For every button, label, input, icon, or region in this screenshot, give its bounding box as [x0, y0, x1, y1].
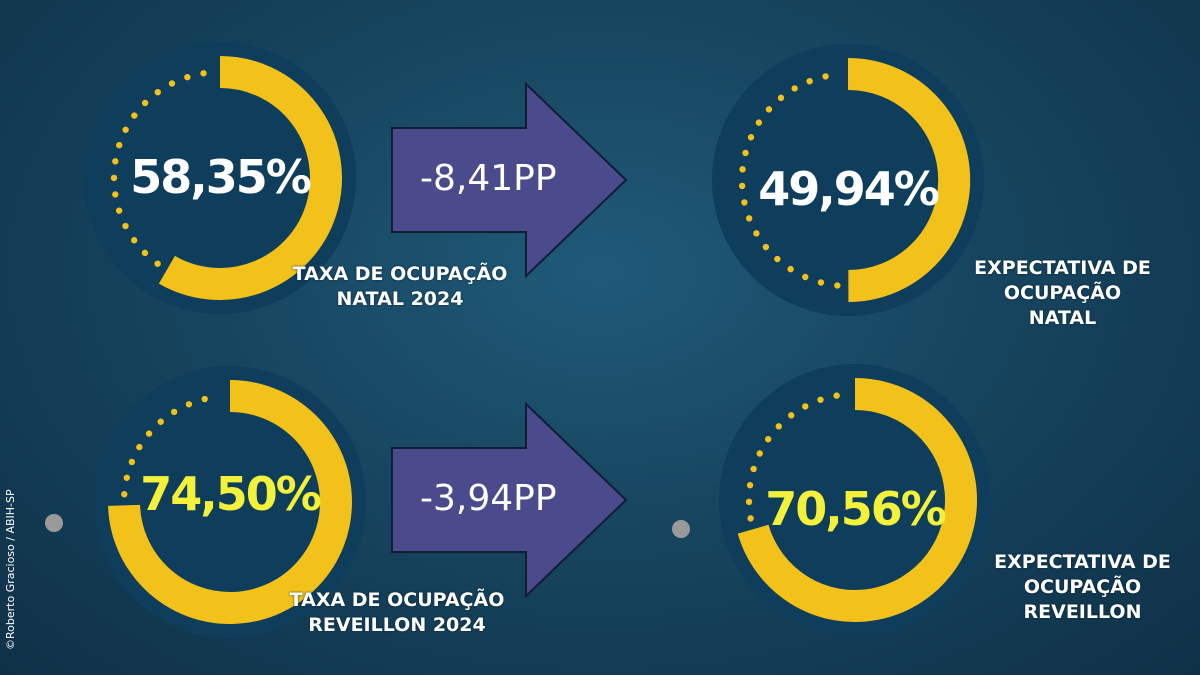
gauge-dot: [747, 515, 754, 522]
caption-line: NATAL: [1028, 307, 1097, 329]
gauge-reveillon-2024: 74,50%: [90, 362, 370, 642]
caption-line: REVEILLON 2024: [308, 614, 486, 636]
caption-line: TAXA DE OCUPAÇÃO: [289, 589, 505, 611]
gauge-dot: [742, 149, 749, 157]
gauge-dot: [122, 126, 129, 133]
gauge-dot: [128, 458, 136, 466]
caption-line: TAXA DE OCUPAÇÃO: [292, 263, 508, 285]
gauge-value: 74,50%: [140, 467, 322, 521]
caption-reveillon-2024: TAXA DE OCUPAÇÃO REVEILLON 2024: [252, 588, 542, 638]
gauge-dot: [753, 230, 760, 237]
gauge-dot: [154, 88, 161, 96]
gauge-dot: [775, 423, 782, 430]
caption-natal-expectativa: EXPECTATIVA DE OCUPAÇÃO NATAL: [950, 256, 1175, 331]
gauge-dot: [834, 282, 841, 289]
gauge-dot: [145, 430, 153, 437]
gauge-ring: [94, 366, 366, 638]
gauge-dot: [817, 279, 825, 286]
gauge-dot: [116, 141, 123, 149]
caption-reveillon-expectativa: EXPECTATIVA DE OCUPAÇÃO REVEILLON: [970, 550, 1195, 625]
gauge-dot: [122, 222, 129, 230]
gauge-ring: [712, 44, 984, 316]
gauge-dot: [154, 260, 161, 267]
gauge-dot: [131, 112, 138, 119]
gauge-dot: [746, 482, 754, 489]
delta-arrow-reveillon: -3,94PP: [390, 401, 630, 599]
gauge-dot: [115, 207, 123, 214]
gauge-dot: [130, 237, 138, 244]
gauge-dot: [802, 273, 809, 281]
gauge-dot: [747, 134, 755, 141]
gauge-dot: [184, 73, 191, 81]
gauge-dot: [739, 166, 746, 173]
gauge-dot: [765, 106, 773, 113]
gauge-dot: [745, 498, 753, 506]
gauge-dot: [141, 249, 149, 257]
gauge-natal-2024: 58,35%: [80, 38, 360, 318]
gauge-dot: [791, 85, 798, 92]
gauge-reveillon-expectativa: 70,56%: [715, 360, 995, 640]
caption-line: NATAL 2024: [336, 288, 464, 310]
caption-line: EXPECTATIVA DE: [974, 257, 1151, 279]
gauge-dot: [185, 401, 193, 408]
gauge-dot: [802, 403, 809, 410]
gauge-dot: [741, 199, 748, 206]
arrow-icon: [391, 401, 628, 599]
gauge-dot: [112, 158, 119, 165]
gauge-dot: [764, 435, 772, 443]
gauge-dot: [141, 99, 149, 107]
gauge-arc: [737, 378, 977, 622]
gauge-ring: [84, 42, 356, 314]
gauge-dot: [774, 255, 781, 263]
gauge-dot: [110, 174, 118, 182]
gauge-dot: [762, 243, 770, 251]
gauge-dot: [738, 182, 746, 190]
gauge-dot: [200, 70, 207, 77]
caption-line: REVEILLON: [1023, 601, 1142, 623]
caption-line: OCUPAÇÃO: [1023, 576, 1142, 598]
gauge-dot: [121, 491, 128, 498]
gauge-dot: [136, 443, 143, 451]
gauge-dot: [123, 474, 130, 481]
gauge-dot: [806, 77, 813, 85]
photo-credit: ©Roberto Gracioso / ABIH-SP: [4, 489, 17, 650]
gauge-value: 70,56%: [765, 482, 947, 536]
gauge-dot: [817, 396, 824, 403]
delta-label: -8,41PP: [420, 158, 557, 199]
gauge-dot: [788, 412, 795, 419]
gauge-dot: [112, 191, 119, 198]
gauge-arc: [108, 380, 352, 624]
gauge-dot: [745, 215, 753, 222]
arrow-icon: [391, 81, 628, 279]
delta-arrow-natal: -8,41PP: [390, 81, 630, 279]
gauge-dot: [750, 465, 757, 473]
caption-line: OCUPAÇÃO: [1003, 282, 1122, 304]
gauge-natal-expectativa: 49,94%: [708, 40, 988, 320]
caption-line: EXPECTATIVA DE: [994, 551, 1171, 573]
gauge-dot: [777, 94, 785, 102]
gauge-arc: [847, 57, 971, 302]
gauge-dot: [201, 395, 208, 403]
gauge-dot: [168, 80, 176, 87]
gauge-dot: [756, 450, 763, 457]
gauge-value: 49,94%: [758, 162, 940, 216]
gauge-ring: [719, 364, 991, 636]
caption-natal-2024: TAXA DE OCUPAÇÃO NATAL 2024: [255, 262, 545, 312]
gauge-dot: [157, 418, 164, 425]
gauge-arc: [158, 56, 342, 300]
gauge-dot: [170, 408, 178, 416]
gauge-value: 58,35%: [130, 150, 312, 204]
gauge-dot: [787, 265, 794, 273]
gauge-dot: [755, 119, 763, 126]
decorative-dot: [672, 520, 690, 538]
decorative-dot: [45, 514, 63, 532]
gauge-dot: [833, 392, 840, 399]
gauge-dot: [822, 73, 829, 80]
delta-label: -3,94PP: [420, 478, 557, 519]
